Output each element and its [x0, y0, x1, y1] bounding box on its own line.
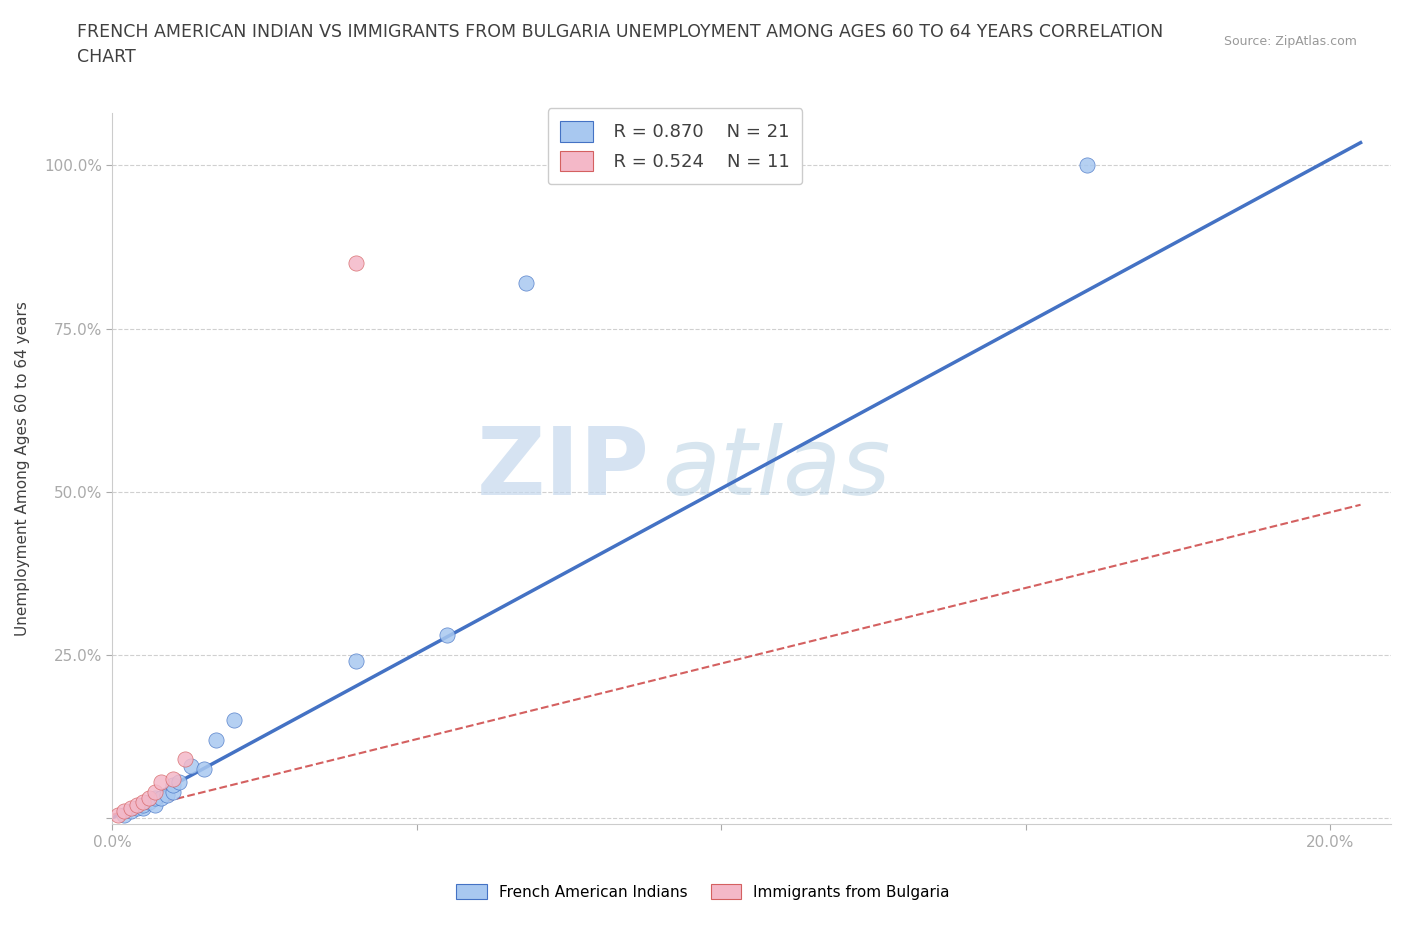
Point [344, 654, 367, 669]
Point [107, 807, 129, 822]
Point [138, 790, 160, 805]
Point [132, 794, 155, 809]
Legend:   R = 0.870    N = 21,   R = 0.524    N = 11: R = 0.870 N = 21, R = 0.524 N = 11 [548, 108, 803, 184]
Text: atlas: atlas [662, 423, 890, 514]
Text: FRENCH AMERICAN INDIAN VS IMMIGRANTS FROM BULGARIA UNEMPLOYMENT AMONG AGES 60 TO: FRENCH AMERICAN INDIAN VS IMMIGRANTS FRO… [77, 23, 1164, 66]
Point [162, 771, 184, 786]
Point [174, 751, 197, 766]
Point [150, 775, 173, 790]
Text: ZIP: ZIP [477, 423, 650, 515]
Point [169, 775, 191, 790]
Point [156, 788, 179, 803]
Point [1076, 158, 1098, 173]
Point [143, 797, 166, 812]
Text: Source: ZipAtlas.com: Source: ZipAtlas.com [1223, 35, 1357, 48]
Point [132, 801, 155, 816]
Point [114, 807, 136, 822]
Point [143, 790, 166, 805]
Point [150, 790, 173, 805]
Point [193, 762, 215, 777]
Point [125, 801, 148, 816]
Point [162, 777, 184, 792]
Legend: French American Indians, Immigrants from Bulgaria: French American Indians, Immigrants from… [450, 877, 956, 906]
Point [114, 804, 136, 819]
Point [204, 732, 226, 747]
Point [143, 784, 166, 799]
Point [180, 758, 202, 773]
Point [344, 256, 367, 271]
Point [120, 804, 142, 819]
Point [162, 784, 184, 799]
Point [125, 797, 148, 812]
Point [515, 275, 537, 290]
Point [436, 628, 458, 643]
Point [138, 794, 160, 809]
Y-axis label: Unemployment Among Ages 60 to 64 years: Unemployment Among Ages 60 to 64 years [15, 301, 30, 636]
Point [132, 797, 155, 812]
Point [222, 712, 245, 727]
Point [120, 801, 142, 816]
